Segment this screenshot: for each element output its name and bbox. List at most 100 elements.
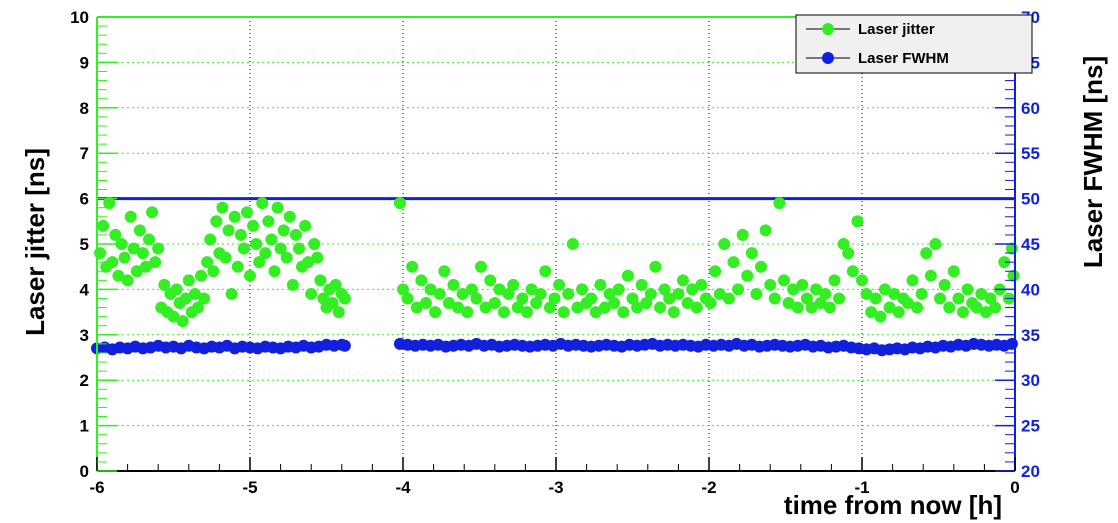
jitter-point: [571, 301, 584, 314]
jitter-point: [106, 256, 119, 269]
jitter-point: [791, 301, 804, 314]
jitter-point: [594, 278, 607, 291]
legend-jitter-label: Laser jitter: [858, 21, 935, 38]
jitter-point: [112, 269, 125, 282]
jitter-point: [745, 247, 758, 260]
jitter-point: [553, 278, 566, 291]
jitter-point: [956, 306, 969, 319]
jitter-point: [447, 278, 460, 291]
jitter-point: [892, 306, 905, 319]
jitter-point: [736, 228, 749, 241]
jitter-point: [397, 283, 409, 296]
legend-box: [795, 14, 1033, 74]
jitter-point: [681, 297, 694, 310]
jitter-point: [911, 301, 924, 314]
jitter-point: [219, 251, 232, 264]
jitter-point: [502, 287, 515, 300]
jitter-point: [484, 274, 497, 287]
jitter-point: [810, 283, 823, 296]
jitter-point: [191, 301, 204, 314]
jitter-point: [308, 238, 321, 250]
jitter-point: [179, 292, 192, 305]
jitter-point: [253, 256, 266, 269]
jitter-point: [782, 297, 795, 310]
jitter-point: [690, 301, 703, 314]
jitter-point: [299, 219, 312, 232]
jitter-point: [124, 210, 137, 223]
jitter-point: [511, 301, 524, 314]
jitter-point: [149, 256, 162, 269]
jitter-point: [621, 269, 634, 282]
y2-tick-label: 60: [1021, 99, 1040, 118]
y2-tick-label: 30: [1021, 371, 1040, 390]
jitter-point: [833, 292, 846, 305]
jitter-point: [819, 287, 832, 300]
y2-axis-title: Laser FWHM [ns]: [1078, 56, 1108, 268]
jitter-point: [329, 278, 342, 291]
jitter-point: [289, 228, 302, 241]
y-tick-label: 5: [80, 235, 89, 254]
jitter-point: [883, 301, 896, 314]
jitter-point: [888, 287, 901, 300]
x-tick-label: -4: [395, 478, 411, 497]
grid-layer: [97, 17, 1015, 471]
jitter-point: [617, 306, 630, 319]
jitter-point: [975, 287, 988, 300]
y-tick-label: 0: [80, 462, 89, 481]
jitter-point: [598, 301, 611, 314]
jitter-point: [121, 274, 134, 287]
jitter-point: [442, 297, 455, 310]
jitter-point: [516, 292, 529, 305]
jitter-point: [589, 306, 602, 319]
jitter-point: [497, 306, 510, 319]
jitter-point: [947, 265, 960, 278]
jitter-point: [1007, 269, 1020, 282]
jitter-point: [207, 265, 220, 278]
jitter-point: [773, 197, 786, 210]
jitter-point: [265, 233, 278, 246]
jitter-point: [250, 238, 263, 250]
jitter-point: [222, 224, 235, 237]
jitter-point: [286, 278, 299, 291]
jitter-point: [317, 292, 330, 305]
jitter-point: [805, 301, 818, 314]
jitter-point: [465, 283, 478, 296]
jitter-point: [989, 301, 1002, 314]
jitter-point: [704, 297, 717, 310]
y-tick-label: 1: [80, 417, 89, 436]
jitter-point: [732, 283, 745, 296]
jitter-point: [195, 269, 208, 282]
jitter-point: [234, 228, 247, 241]
jitter-point: [326, 297, 339, 310]
y-tick-label: 10: [70, 8, 89, 27]
legend: Laser jitter Laser FWHM: [795, 14, 1033, 74]
y-tick-label: 8: [80, 99, 89, 118]
jitter-point: [198, 292, 211, 305]
jitter-point: [837, 238, 850, 250]
jitter-point: [603, 287, 616, 300]
jitter-point: [530, 297, 543, 310]
jitter-point: [828, 274, 841, 287]
jitter-point: [146, 206, 159, 219]
jitter-point: [612, 283, 625, 296]
jitter-point: [764, 278, 777, 291]
jitter-point: [406, 260, 419, 273]
jitter-point: [640, 297, 653, 310]
jitter-point: [878, 283, 891, 296]
jitter-point: [136, 247, 149, 260]
y2-tick-label: 20: [1021, 462, 1040, 481]
jitter-point: [311, 251, 324, 264]
jitter-point: [118, 251, 131, 264]
jitter-point: [920, 247, 933, 260]
fwhm-point: [338, 339, 351, 352]
jitter-point: [741, 269, 754, 282]
y2-tick-label: 35: [1021, 326, 1040, 345]
jitter-point: [635, 278, 648, 291]
jitter-point: [534, 287, 547, 300]
jitter-point: [727, 256, 740, 269]
jitter-point: [493, 283, 506, 296]
x-tick-label: -1: [854, 478, 869, 497]
jitter-point: [283, 210, 296, 223]
jitter-point: [718, 238, 731, 250]
